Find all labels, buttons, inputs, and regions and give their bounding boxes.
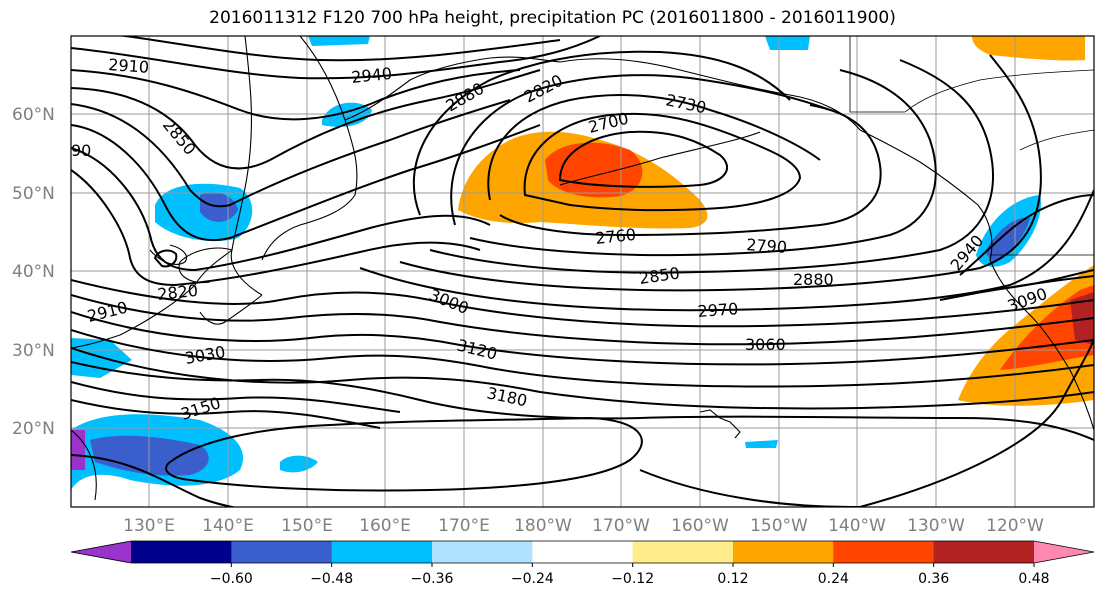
colorbar-tick-label: −0.48	[310, 571, 353, 587]
lon-label: 160°E	[359, 516, 411, 536]
colorbar-extend-max	[1034, 541, 1094, 563]
lon-label: 130°E	[123, 516, 175, 536]
colorbar-tick-label: 0.12	[717, 571, 748, 587]
contour-label: 3000	[427, 285, 472, 318]
contour-label: 2760	[594, 225, 636, 248]
colorbar-segment	[331, 541, 433, 563]
lon-label: 170°W	[592, 516, 650, 536]
contour-label: 3030	[183, 342, 226, 368]
contour-label: 2820	[156, 281, 198, 304]
colorbar-tick-label: 0.36	[918, 571, 949, 587]
contour-label: 3180	[485, 383, 529, 410]
colorbar-segment	[933, 541, 1035, 563]
colorbar-tick-label: −0.36	[411, 571, 454, 587]
colorbar-tick-label: 0.48	[1018, 571, 1049, 587]
colorbar-tick-label: −0.12	[611, 571, 654, 587]
contour-label: 2850	[159, 115, 200, 158]
colorbar-tick-label: 0.24	[818, 571, 849, 587]
lat-label: 50°N	[12, 184, 55, 204]
lon-label: 150°E	[281, 516, 333, 536]
contour-label: 2790	[746, 235, 788, 257]
lon-label: 140°W	[828, 516, 886, 536]
colorbar-segment	[231, 541, 333, 563]
contour-label: 2880	[793, 270, 834, 289]
height-contours	[71, 36, 1094, 507]
latitude-labels: 60°N 50°N 40°N 30°N 20°N	[12, 105, 55, 439]
colorbar-outline	[70, 540, 1095, 564]
lat-label: 20°N	[12, 419, 55, 439]
contour-label: 3150	[178, 393, 223, 424]
lat-label: 40°N	[12, 262, 55, 282]
contour-label: 2850	[638, 263, 681, 287]
lon-label: 170°E	[438, 516, 490, 536]
colorbar-segment	[131, 541, 232, 563]
colorbar-segment	[833, 541, 935, 563]
lat-label: 30°N	[12, 341, 55, 361]
colorbar-segment	[632, 541, 734, 563]
colorbar: −0.60 −0.48 −0.36 −0.24 −0.12 0.12 0.24 0.36 0.4…	[70, 540, 1095, 587]
lon-label: 150°W	[750, 516, 808, 536]
map-frame	[70, 35, 1095, 508]
map-area: 2910 2940 2880 2820 2730 2700 2850 90 27…	[71, 36, 1094, 507]
lon-label: 160°W	[671, 516, 729, 536]
contour-label: 90	[71, 141, 91, 160]
lon-label: 130°W	[907, 516, 965, 536]
contour-label: 2970	[697, 299, 739, 321]
colorbar-tick-label: −0.24	[511, 571, 554, 587]
lon-label: 120°W	[986, 516, 1044, 536]
colorbar-tick-label: −0.60	[210, 571, 253, 587]
contour-label: 2910	[108, 55, 150, 77]
contour-label: 2730	[664, 90, 708, 117]
coastlines	[71, 36, 1094, 501]
longitude-labels: 130°E 140°E 150°E 160°E 170°E 180°W 170°…	[123, 516, 1044, 536]
colorbar-segment	[432, 541, 533, 563]
contour-label: 3120	[455, 335, 499, 363]
political-borders	[849, 36, 1094, 256]
contour-label: 2940	[350, 64, 392, 87]
colorbar-segment	[733, 541, 834, 563]
contour-label: 3060	[745, 335, 786, 354]
lat-label: 60°N	[12, 105, 55, 125]
colorbar-extend-min	[71, 541, 131, 563]
map-title: 2016011312 F120 700 hPa height, precipit…	[209, 8, 896, 28]
lon-label: 180°W	[514, 516, 572, 536]
colorbar-segment	[532, 541, 634, 563]
lon-label: 140°E	[202, 516, 254, 536]
